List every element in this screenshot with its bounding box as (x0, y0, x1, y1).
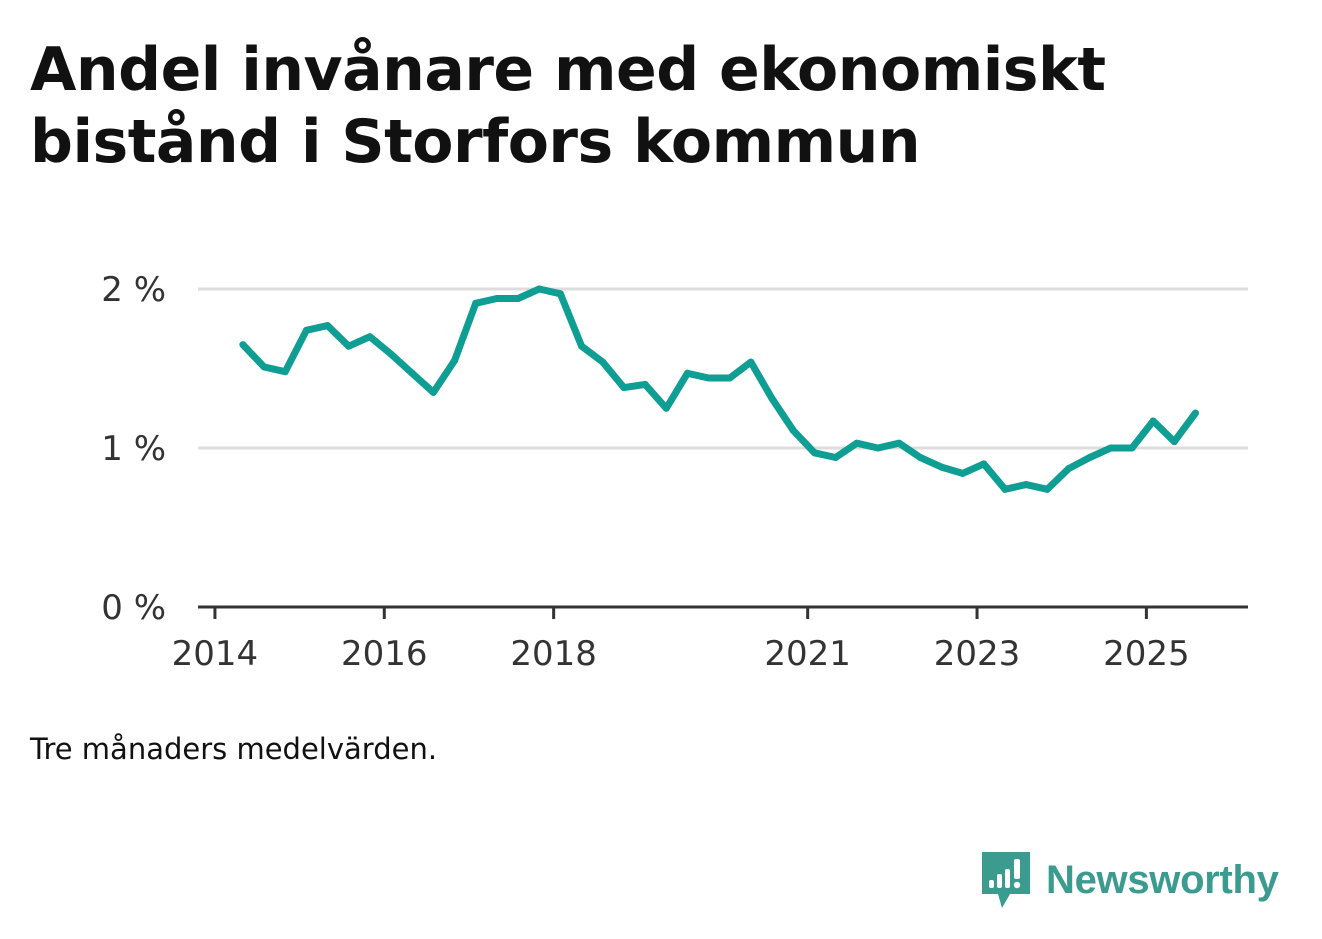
y-axis-ticks: 0 % 1 % 2 % (101, 270, 166, 628)
data-point (768, 395, 776, 403)
data-point (366, 333, 374, 341)
logo-bar-4 (1014, 859, 1020, 879)
data-point (789, 427, 797, 435)
x-axis-ticks: 2014 2016 2018 2021 2023 2025 (172, 607, 1190, 674)
chart-title: Andel invånare med ekonomiskt bistånd i … (30, 35, 1106, 177)
x-tick-label: 2014 (172, 634, 259, 674)
data-point (1064, 465, 1072, 473)
data-point (408, 369, 416, 377)
data-point (514, 295, 522, 303)
data-point (302, 326, 310, 334)
data-point (747, 358, 755, 366)
data-point (683, 369, 691, 377)
y-tick-label: 2 % (101, 270, 166, 310)
data-point (324, 322, 332, 330)
data-point (641, 380, 649, 388)
data-point (662, 404, 670, 412)
logo-bar-2 (997, 874, 1002, 888)
data-point (1192, 409, 1199, 417)
data-point (429, 388, 437, 396)
y-tick-label: 1 % (101, 429, 166, 469)
gridlines (198, 287, 1248, 450)
data-point (239, 341, 247, 349)
brand-logo[interactable]: Newsworthy (980, 850, 1279, 910)
data-point (916, 454, 924, 462)
data-point (1149, 417, 1157, 425)
data-point (1107, 444, 1115, 452)
data-point (451, 357, 459, 365)
newsworthy-logo-icon (982, 852, 1030, 908)
data-point (853, 439, 861, 447)
brand-name: Newsworthy (1046, 858, 1279, 902)
data-point (895, 439, 903, 447)
logo-dot (1013, 881, 1021, 889)
data-point (260, 363, 268, 371)
line-chart: 0 % 1 % 2 % 2014 2016 2018 2021 2023 2025 (101, 270, 1248, 674)
data-points (239, 285, 1199, 493)
data-point (472, 299, 480, 307)
logo-bar-1 (989, 880, 994, 888)
data-point (578, 342, 586, 350)
data-point (599, 358, 607, 366)
data-point (1043, 485, 1051, 493)
x-tick-label: 2018 (510, 634, 597, 674)
data-point (959, 469, 967, 477)
data-point (832, 454, 840, 462)
data-point (620, 384, 628, 392)
data-point (810, 449, 818, 457)
data-point (1022, 481, 1030, 489)
x-tick-label: 2016 (341, 634, 428, 674)
logo-bar-3 (1005, 869, 1010, 888)
x-tick-label: 2021 (764, 634, 851, 674)
data-point (281, 368, 289, 376)
data-point (493, 295, 501, 303)
data-point (1001, 485, 1009, 493)
y-tick-label: 0 % (101, 588, 166, 628)
data-point (874, 444, 882, 452)
data-point (1128, 444, 1136, 452)
data-point (980, 460, 988, 468)
x-tick-label: 2025 (1103, 634, 1190, 674)
data-point (556, 290, 564, 298)
data-point (1170, 438, 1178, 446)
footnote: Tre månaders medelvärden. (30, 732, 438, 766)
data-point (705, 374, 713, 382)
data-point (387, 350, 395, 358)
data-point (937, 463, 945, 471)
data-point (535, 285, 543, 293)
data-point (1086, 454, 1094, 462)
data-point (726, 374, 734, 382)
data-point (345, 342, 353, 350)
x-tick-label: 2023 (934, 634, 1021, 674)
series-line (240, 285, 1199, 493)
